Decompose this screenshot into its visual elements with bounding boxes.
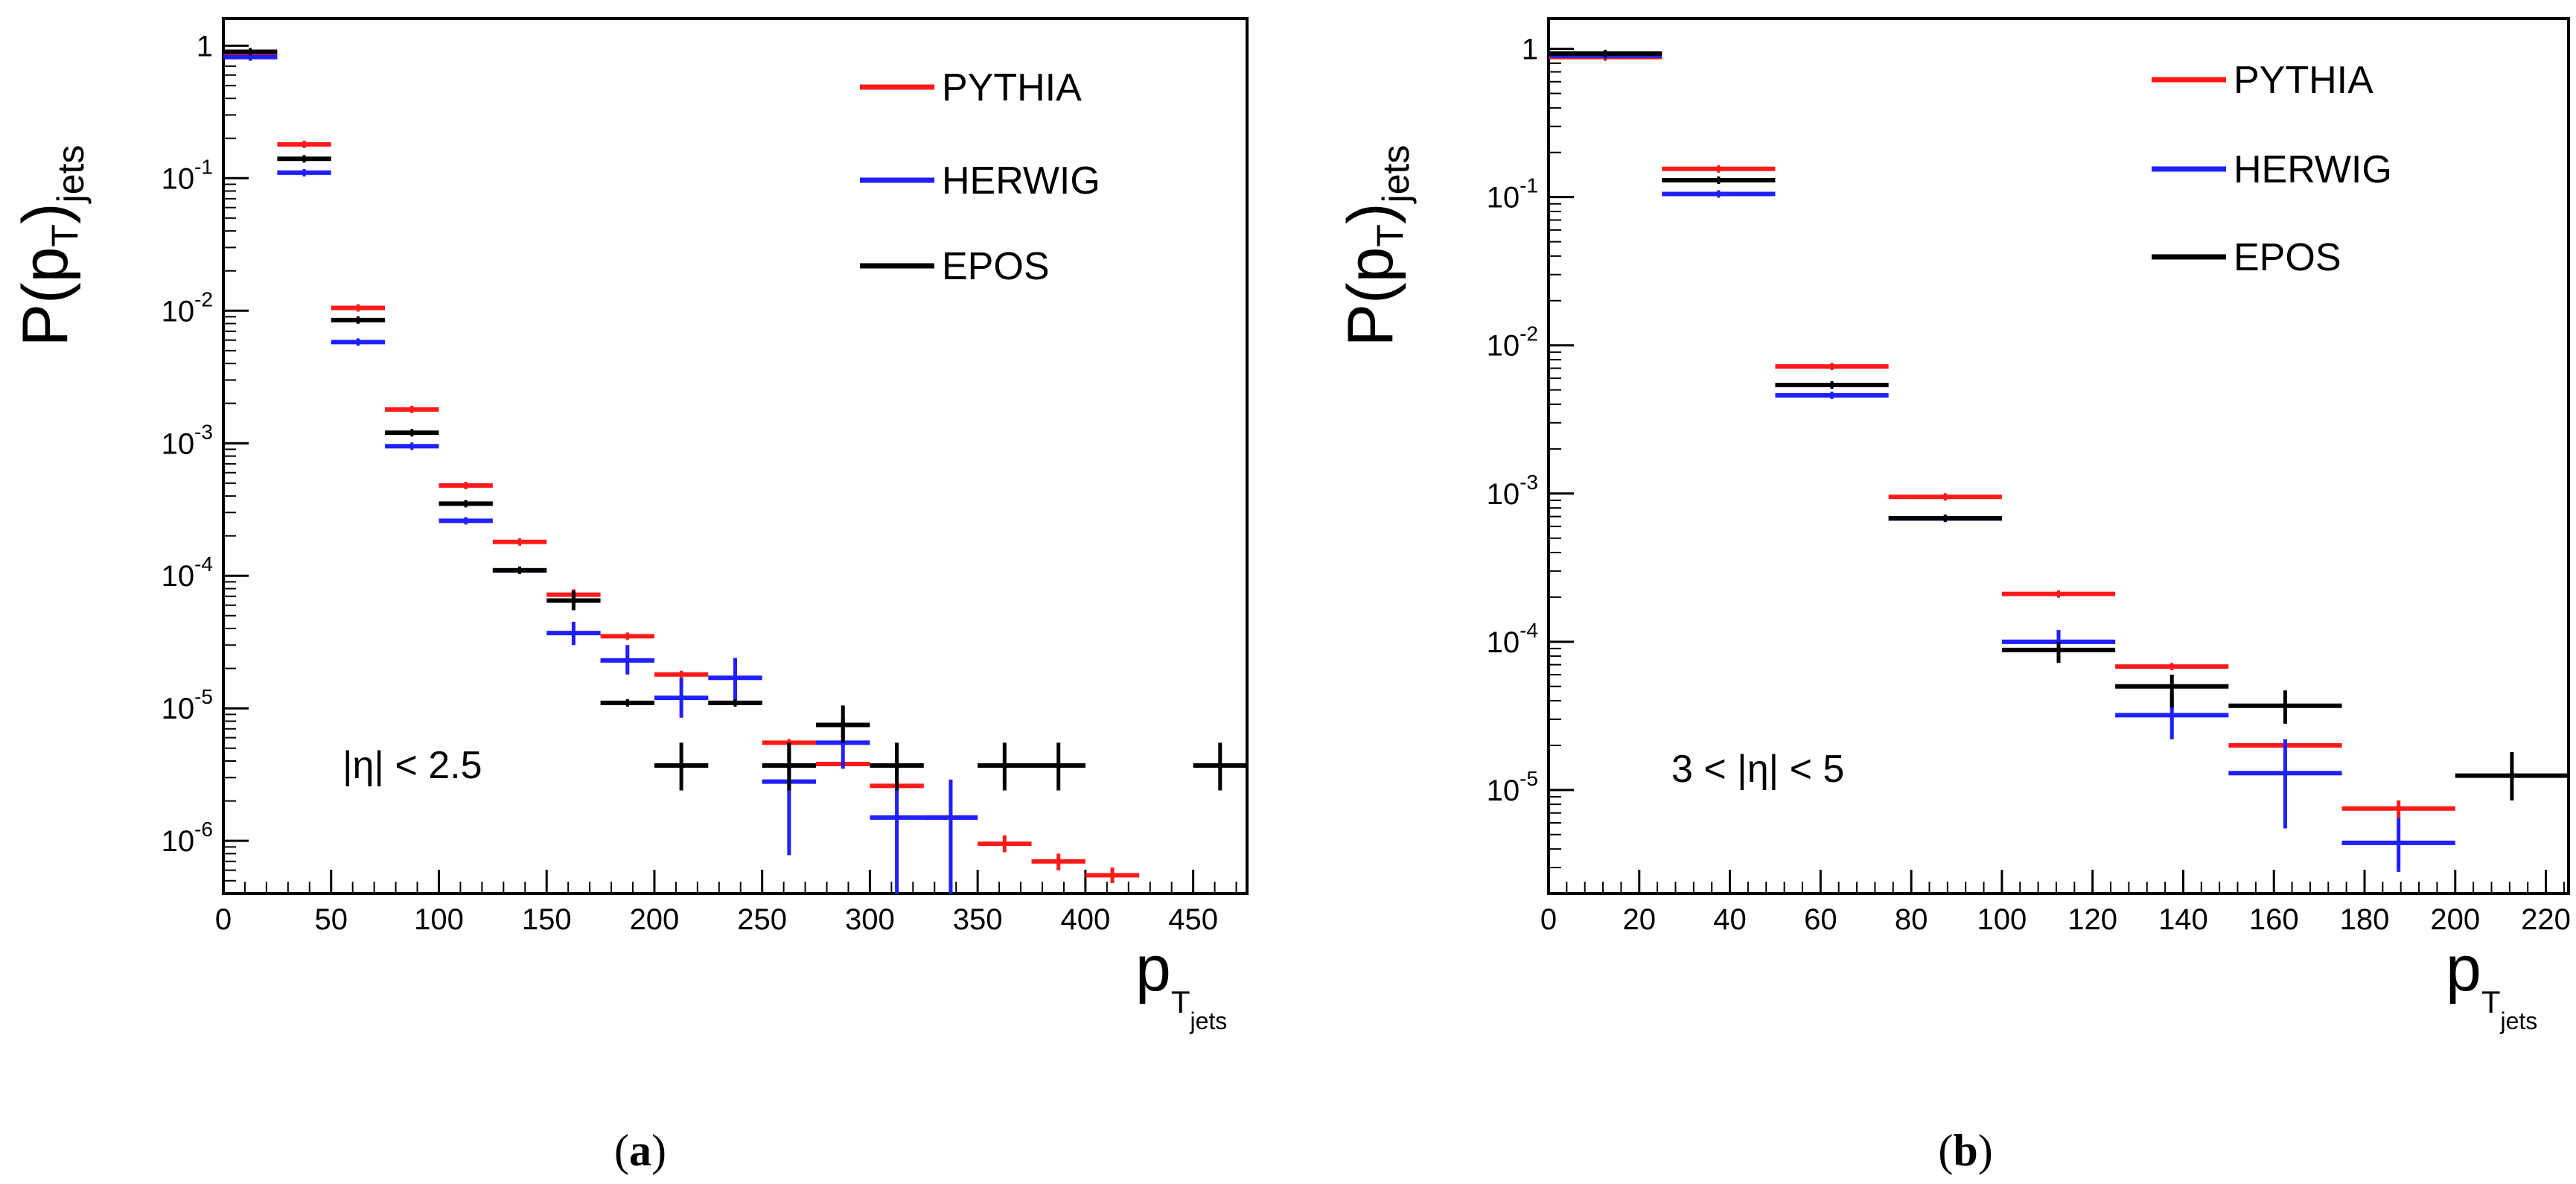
caption-b: (b) xyxy=(1938,1126,1992,1175)
x-axis-title-a: pTjets xyxy=(1135,933,1227,1034)
y-axis-title-a: P(pT)jets xyxy=(10,145,92,347)
x-tick-label: 200 xyxy=(630,903,680,936)
y-title-main: P(p xyxy=(10,247,81,347)
series-epos xyxy=(223,48,1247,791)
svg-text:P(pT)jets: P(pT)jets xyxy=(10,145,92,347)
x-tick-label: 0 xyxy=(1540,903,1557,936)
eta-annotation-a: |η| < 2.5 xyxy=(342,744,482,787)
y-tick-label: 10-3 xyxy=(162,420,213,460)
x-title-subsub: jets xyxy=(1190,1008,1228,1034)
legend-label-epos: EPOS xyxy=(942,245,1050,288)
x-tick-label: 100 xyxy=(1977,903,2027,936)
caption-open-b: ( xyxy=(1938,1126,1953,1175)
caption-letter-a: a xyxy=(629,1126,651,1175)
x-tick-label: 60 xyxy=(1804,903,1837,936)
x-tick-label: 0 xyxy=(215,903,232,936)
panel-b: 0 20 40 60 80 100 120 140 160 180 200 220 1 10-1 10-2 1… xyxy=(1335,17,2571,1175)
panel-a: 0 50 100 150 200 250 300 350 400 450 1 10-1 10-2 10-3… xyxy=(10,17,1249,1175)
caption-close-a: ) xyxy=(651,1126,666,1175)
y-tick-label: 10-5 xyxy=(162,685,213,725)
caption-close-b: ) xyxy=(1978,1126,1993,1175)
y-tick-label: 1 xyxy=(1522,34,1538,66)
y-axis-title-b: P(pT)jets xyxy=(1335,145,1417,347)
x-tick-label: 100 xyxy=(414,903,464,936)
x-title-main: p xyxy=(2446,933,2481,1005)
y-title-sub: T xyxy=(1369,224,1411,247)
legend-label-pythia: PYTHIA xyxy=(2234,59,2373,102)
x-title-sub: T xyxy=(2481,984,2501,1019)
x-tick-label: 20 xyxy=(1623,903,1657,936)
x-tick-label: 250 xyxy=(737,903,787,936)
x-tick-label: 450 xyxy=(1168,903,1218,936)
y-tick-label: 1 xyxy=(197,30,213,63)
legend-label-epos: EPOS xyxy=(2234,236,2341,279)
y-tick-label: 10-2 xyxy=(1487,322,1538,363)
x-tick-label: 350 xyxy=(953,903,1003,936)
y-tick-label: 10-5 xyxy=(1487,767,1538,807)
series-epos xyxy=(1549,49,2569,801)
axis-ticks-b: 0 20 40 60 80 100 120 140 160 180 200 220 1 10-1 10-2 1… xyxy=(1487,34,2571,936)
y-title-sub2: jets xyxy=(50,145,92,205)
y-tick-label: 10-4 xyxy=(162,553,213,593)
eta-annotation-b: 3 < |η| < 5 xyxy=(1671,748,1844,791)
legend-label-pythia: PYTHIA xyxy=(942,66,1082,109)
y-title-close: ) xyxy=(1335,203,1406,224)
plot-frame-b xyxy=(1547,17,2570,895)
caption-open-a: ( xyxy=(614,1126,629,1175)
x-tick-label: 120 xyxy=(2068,903,2117,936)
y-tick-label: 10-2 xyxy=(162,287,213,328)
x-tick-label: 200 xyxy=(2430,903,2480,936)
y-tick-label: 10-1 xyxy=(1487,174,1538,214)
x-tick-label: 50 xyxy=(314,903,348,936)
y-title-sub2: jets xyxy=(1375,145,1417,205)
x-tick-label: 300 xyxy=(845,903,895,936)
x-tick-label: 400 xyxy=(1061,903,1111,936)
x-tick-label: 220 xyxy=(2521,903,2571,936)
x-axis-title-b: pTjets xyxy=(2446,933,2537,1034)
series-herwig xyxy=(223,53,978,894)
x-tick-label: 180 xyxy=(2340,903,2390,936)
legend-a: PYTHIA HERWIG EPOS xyxy=(860,66,1100,288)
y-tick-label: 10-1 xyxy=(162,155,213,195)
y-title-main: P(p xyxy=(1335,247,1406,347)
legend-label-herwig: HERWIG xyxy=(942,159,1100,203)
x-title-main: p xyxy=(1135,933,1171,1005)
y-tick-label: 10-4 xyxy=(1487,619,1538,659)
caption-a: (a) xyxy=(614,1126,666,1175)
data-series-b xyxy=(1549,49,2569,872)
axis-ticks-a: 0 50 100 150 200 250 300 350 400 450 1 10-1 10-2 10-3… xyxy=(162,30,1237,936)
x-tick-label: 80 xyxy=(1895,903,1928,936)
x-tick-label: 160 xyxy=(2249,903,2299,936)
x-tick-label: 40 xyxy=(1713,903,1747,936)
y-tick-label: 10-6 xyxy=(162,818,213,858)
y-tick-label: 10-3 xyxy=(1487,471,1538,511)
x-title-sub: T xyxy=(1171,984,1190,1019)
x-tick-label: 140 xyxy=(2158,903,2208,936)
y-title-close: ) xyxy=(10,203,81,224)
legend-label-herwig: HERWIG xyxy=(2234,148,2392,191)
svg-text:P(pT)jets: P(pT)jets xyxy=(1335,145,1417,347)
legend-b: PYTHIA HERWIG EPOS xyxy=(2152,59,2392,279)
caption-letter-b: b xyxy=(1953,1126,1977,1175)
x-tick-label: 150 xyxy=(522,903,572,936)
data-series-a xyxy=(223,48,1247,894)
y-title-sub: T xyxy=(44,224,86,247)
x-title-subsub: jets xyxy=(2500,1008,2538,1034)
